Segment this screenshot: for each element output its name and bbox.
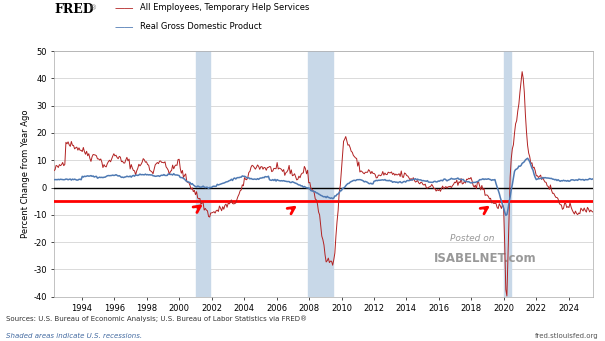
Y-axis label: Percent Change from Year Ago: Percent Change from Year Ago [21,110,30,238]
Bar [504,51,511,297]
Text: ——: —— [115,3,134,13]
Text: All Employees, Temporary Help Services: All Employees, Temporary Help Services [140,3,310,12]
Text: FRED: FRED [54,3,94,16]
Text: ISABELNET.com: ISABELNET.com [434,252,537,265]
Text: Sources: U.S. Bureau of Economic Analysis; U.S. Bureau of Labor Statistics via F: Sources: U.S. Bureau of Economic Analysi… [6,315,307,322]
Bar [195,51,211,297]
Text: Posted on: Posted on [450,234,495,243]
Bar [308,51,333,297]
Text: fred.stlouisfed.org: fred.stlouisfed.org [535,333,599,339]
Text: Shaded areas indicate U.S. recessions.: Shaded areas indicate U.S. recessions. [6,333,142,339]
Text: ——: —— [115,22,134,32]
Text: ®: ® [90,5,97,11]
Text: Real Gross Domestic Product: Real Gross Domestic Product [140,22,262,31]
